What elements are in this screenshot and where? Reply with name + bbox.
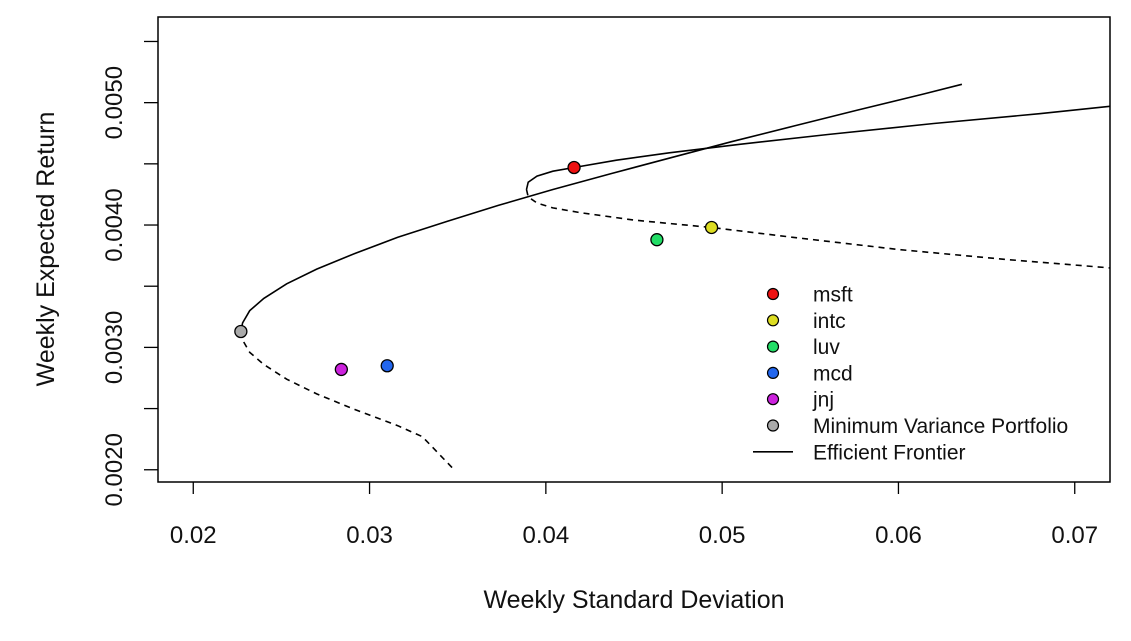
data-points [234, 160, 719, 377]
y-axis: 0.0020 0.0030 0.0040 0.0050 [101, 40, 158, 506]
x-tick-label: 0.04 [522, 522, 569, 549]
point-mcd [380, 359, 394, 373]
legend-label: Minimum Variance Portfolio [813, 415, 1068, 438]
y-tick-label: 0.0020 [101, 433, 128, 506]
legend-swatch [766, 287, 780, 301]
legend-label: jnj [812, 389, 834, 412]
x-tick-label: 0.03 [346, 522, 393, 549]
y-axis-label: Weekly Expected Return [32, 112, 60, 387]
x-axis: 0.02 0.03 0.04 0.05 0.06 0.07 [170, 482, 1098, 549]
plot-area [157, 16, 1111, 483]
point-msft [567, 160, 581, 175]
point-jnj [334, 362, 348, 377]
efficient-frontier-curve [525, 105, 1110, 190]
y-tick-label: 0.0030 [101, 311, 128, 384]
x-tick-label: 0.02 [170, 522, 217, 549]
x-tick-label: 0.06 [875, 522, 922, 549]
legend-label: Efficient Frontier [813, 441, 966, 464]
efficient-frontier-curve [240, 83, 963, 332]
legend-swatch [766, 314, 780, 327]
x-axis-label: Weekly Standard Deviation [483, 586, 784, 614]
point-luv [650, 233, 664, 247]
point-minimum-variance-portfolio [234, 324, 248, 339]
legend-swatch [766, 393, 780, 406]
legend-label: intc [813, 310, 846, 333]
legend-label: mcd [813, 362, 853, 385]
frontier-curves [240, 83, 1110, 471]
inefficient-frontier-curve [525, 189, 1110, 269]
x-tick-label: 0.05 [699, 522, 746, 549]
legend-swatch [766, 366, 780, 379]
legend: msft intc luv mcd jnj Minimum Variance Portfo… [753, 284, 1068, 464]
legend-label: msft [813, 284, 853, 307]
y-tick-label: 0.0040 [101, 188, 128, 261]
y-tick-label: 0.0050 [101, 66, 128, 139]
legend-swatch [766, 419, 780, 432]
inefficient-frontier-curve [240, 331, 455, 471]
legend-swatch [766, 340, 780, 353]
x-tick-label: 0.07 [1051, 522, 1098, 549]
legend-label: luv [813, 336, 840, 359]
point-intc [704, 220, 719, 235]
